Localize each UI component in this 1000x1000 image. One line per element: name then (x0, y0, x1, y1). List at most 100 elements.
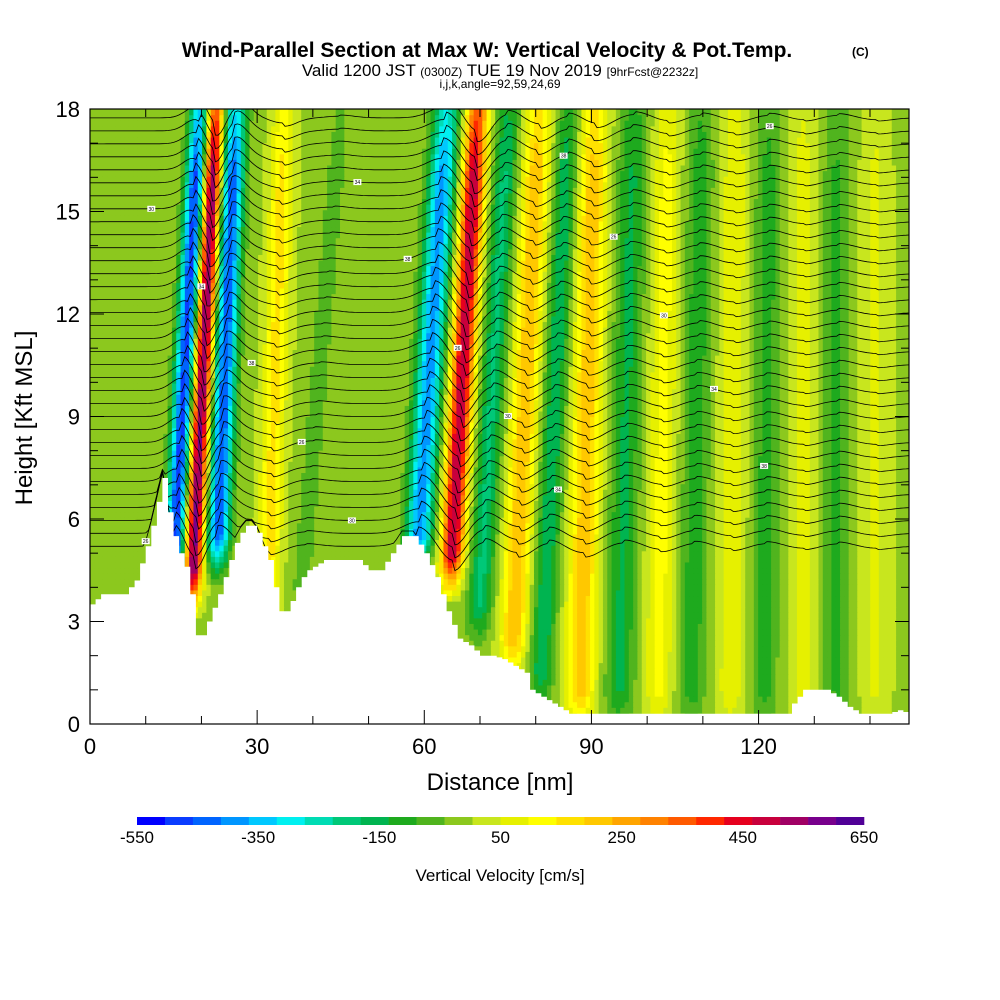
velocity-cell (469, 589, 475, 597)
velocity-cell (693, 707, 699, 714)
velocity-cell (831, 662, 837, 669)
velocity-cell (197, 628, 203, 636)
velocity-cell (861, 617, 867, 624)
velocity-cell (633, 656, 639, 664)
velocity-cell (620, 684, 626, 692)
velocity-cell (715, 584, 720, 591)
velocity-cell (749, 601, 755, 608)
velocity-cell (818, 662, 824, 669)
velocity-cell (727, 696, 733, 703)
velocity-cell (891, 601, 897, 608)
velocity-cell (818, 584, 824, 591)
velocity-cell (611, 634, 617, 641)
velocity-cell (706, 662, 712, 669)
velocity-cell (542, 595, 548, 602)
velocity-cell (594, 634, 600, 641)
velocity-cell (715, 656, 720, 664)
velocity-cell (904, 606, 909, 613)
velocity-cell (646, 623, 651, 630)
velocity-cell (835, 651, 841, 658)
velocity-cell (215, 573, 220, 580)
velocity-cell (874, 673, 880, 680)
velocity-cell (594, 668, 600, 675)
velocity-cell (542, 623, 548, 630)
velocity-cell (465, 578, 470, 585)
velocity-cell (529, 595, 535, 602)
velocity-cell (633, 673, 639, 680)
velocity-cell (852, 656, 858, 664)
velocity-cell (529, 623, 535, 630)
velocity-cell (749, 595, 755, 602)
velocity-cell (723, 673, 729, 680)
velocity-cell (551, 578, 557, 585)
velocity-cell (801, 595, 807, 602)
velocity-cell (749, 673, 755, 680)
velocity-cell (667, 679, 673, 686)
velocity-cell (581, 589, 587, 597)
velocity-cell (559, 645, 565, 652)
velocity-cell (641, 656, 647, 664)
velocity-cell (646, 617, 651, 624)
velocity-cell (732, 696, 738, 703)
velocity-cell (490, 623, 496, 630)
velocity-cell (633, 651, 639, 658)
velocity-cell (891, 707, 897, 714)
velocity-cell (753, 690, 759, 697)
velocity-cell (564, 651, 570, 658)
velocity-cell (736, 690, 742, 697)
velocity-cell (792, 662, 798, 669)
velocity-cell (676, 628, 682, 636)
velocity-cell (753, 679, 759, 686)
velocity-cell (577, 634, 582, 641)
velocity-cell (594, 617, 600, 624)
velocity-cell (878, 617, 884, 624)
velocity-cell (887, 701, 893, 708)
velocity-cell (827, 662, 833, 669)
velocity-cell (745, 690, 751, 697)
velocity-cell (654, 634, 660, 641)
velocity-cell (896, 612, 901, 619)
velocity-cell (654, 617, 660, 624)
velocity-cell (650, 640, 656, 647)
velocity-cell (693, 623, 699, 630)
velocity-cell (590, 690, 595, 697)
velocity-cell (719, 640, 725, 647)
velocity-cell (736, 606, 742, 613)
velocity-cell (503, 623, 509, 630)
velocity-cell (831, 656, 837, 664)
velocity-cell (753, 612, 759, 619)
velocity-cell (508, 589, 514, 597)
velocity-cell (542, 584, 548, 591)
velocity-cell (740, 578, 746, 585)
velocity-cell (676, 584, 682, 591)
velocity-cell (676, 589, 682, 597)
velocity-cell (723, 628, 729, 636)
velocity-cell (822, 668, 828, 675)
velocity-cell (521, 640, 526, 647)
velocity-cell (736, 662, 742, 669)
velocity-cell (887, 601, 893, 608)
velocity-cell (852, 623, 858, 630)
velocity-cell (598, 578, 604, 585)
velocity-cell (822, 584, 828, 591)
velocity-cell (762, 645, 768, 652)
velocity-cell (654, 612, 660, 619)
velocity-cell (900, 589, 906, 597)
velocity-cell (581, 606, 587, 613)
velocity-cell (840, 690, 845, 697)
velocity-cell (529, 651, 535, 658)
velocity-cell (702, 623, 707, 630)
velocity-cell (637, 679, 643, 686)
velocity-cell (874, 679, 880, 686)
velocity-cell (736, 668, 742, 675)
velocity-cell (654, 628, 660, 636)
velocity-cell (758, 645, 764, 652)
velocity-cell (852, 701, 858, 708)
velocity-cell (874, 707, 880, 714)
velocity-cell (516, 589, 522, 597)
velocity-cell (883, 623, 889, 630)
velocity-cell (818, 623, 824, 630)
velocity-cell (137, 573, 143, 580)
velocity-cell (896, 606, 901, 613)
velocity-cell (745, 679, 751, 686)
